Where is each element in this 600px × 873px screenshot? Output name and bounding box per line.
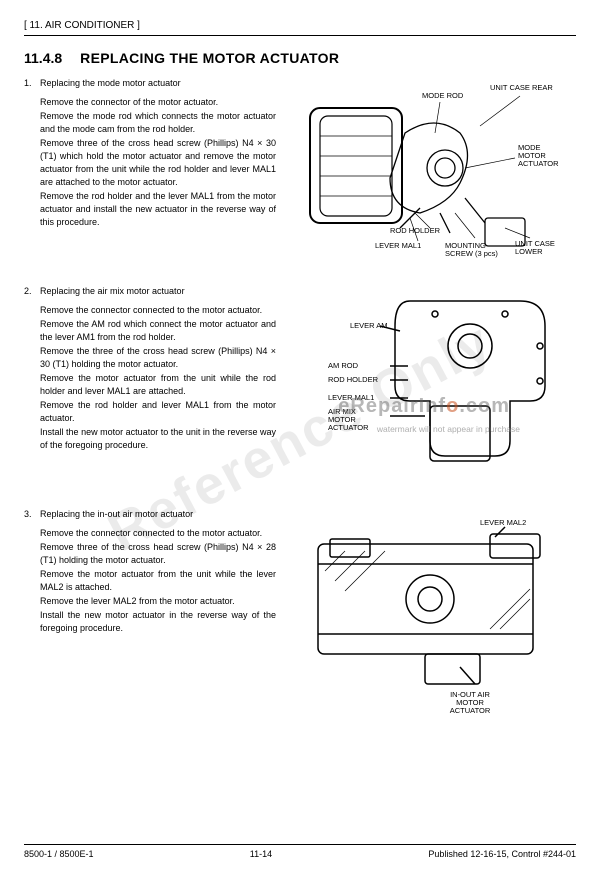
step-number: 1. [24, 78, 40, 88]
para: Remove the connector of the motor actuat… [40, 96, 276, 109]
step-lead: Replacing the in-out air motor actuator [40, 509, 193, 519]
label: IN-OUT AIRMOTORACTUATOR [450, 690, 491, 715]
section-number: 11.4.8 [24, 50, 62, 66]
para: Remove the rod holder and lever MAL1 fro… [40, 399, 276, 425]
label: MOUNTINGSCREW (3 pcs) [445, 241, 498, 258]
label: LEVER AM [350, 321, 388, 330]
step-body: Remove the connector connected to the mo… [40, 527, 276, 635]
figure-1: UNIT CASE REAR MODE ROD MODEMOTORACTUATO… [284, 78, 576, 263]
label: LEVER MAL1 [375, 241, 421, 250]
para: Remove the motor actuator from the unit … [40, 568, 276, 594]
page-footer: 8500-1 / 8500E-1 11-14 Published 12-16-1… [24, 844, 576, 859]
para: Install the new motor actuator to the un… [40, 426, 276, 452]
label: UNIT CASELOWER [515, 239, 555, 256]
para: Remove the connector connected to the mo… [40, 304, 276, 317]
para: Install the new motor actuator in the re… [40, 609, 276, 635]
label: MODE ROD [422, 91, 464, 100]
para: Remove the motor actuator from the unit … [40, 372, 276, 398]
section-title: 11.4.8 REPLACING THE MOTOR ACTUATOR [24, 50, 576, 66]
para: Remove the connector connected to the mo… [40, 527, 276, 540]
label: AM ROD [328, 361, 359, 370]
para: Remove the rod holder and the lever MAL1… [40, 190, 276, 229]
label: ROD HOLDER [328, 375, 379, 384]
label: MODEMOTORACTUATOR [518, 143, 559, 168]
label: ROD HOLDER [390, 226, 441, 235]
para: Remove the mode rod which connects the m… [40, 110, 276, 136]
procedure-1: 1. Replacing the mode motor actuator Rem… [24, 78, 576, 268]
step-lead: Replacing the mode motor actuator [40, 78, 181, 88]
step-number: 3. [24, 509, 40, 519]
procedure-3: 3. Replacing the in-out air motor actuat… [24, 509, 576, 724]
figure-2: LEVER AM AM ROD ROD HOLDER LEVER MAL1 AI… [284, 286, 576, 486]
label: LEVER MAL2 [480, 518, 526, 527]
para: Remove three of the cross head screw (Ph… [40, 541, 276, 567]
page-header: [ 11. AIR CONDITIONER ] [24, 20, 576, 36]
para: Remove the lever MAL2 from the motor act… [40, 595, 276, 608]
figure-3: LEVER MAL2 IN-OUT AIRMOTORACTUATOR [284, 509, 576, 719]
step-lead: Replacing the air mix motor actuator [40, 286, 185, 296]
label: AIR MIXMOTORACTUATOR [328, 407, 369, 432]
procedure-2: 2. Replacing the air mix motor actuator … [24, 286, 576, 491]
step-body: Remove the connector connected to the mo… [40, 304, 276, 453]
label: UNIT CASE REAR [490, 83, 553, 92]
section-heading: REPLACING THE MOTOR ACTUATOR [80, 50, 339, 66]
step-number: 2. [24, 286, 40, 296]
para: Remove the AM rod which connect the moto… [40, 318, 276, 344]
para: Remove the three of the cross head screw… [40, 345, 276, 371]
footer-right: Published 12-16-15, Control #244-01 [428, 849, 576, 859]
step-body: Remove the connector of the motor actuat… [40, 96, 276, 229]
para: Remove three of the cross head screw (Ph… [40, 137, 276, 189]
label: LEVER MAL1 [328, 393, 374, 402]
footer-left: 8500-1 / 8500E-1 [24, 849, 94, 859]
footer-center: 11-14 [250, 849, 272, 859]
